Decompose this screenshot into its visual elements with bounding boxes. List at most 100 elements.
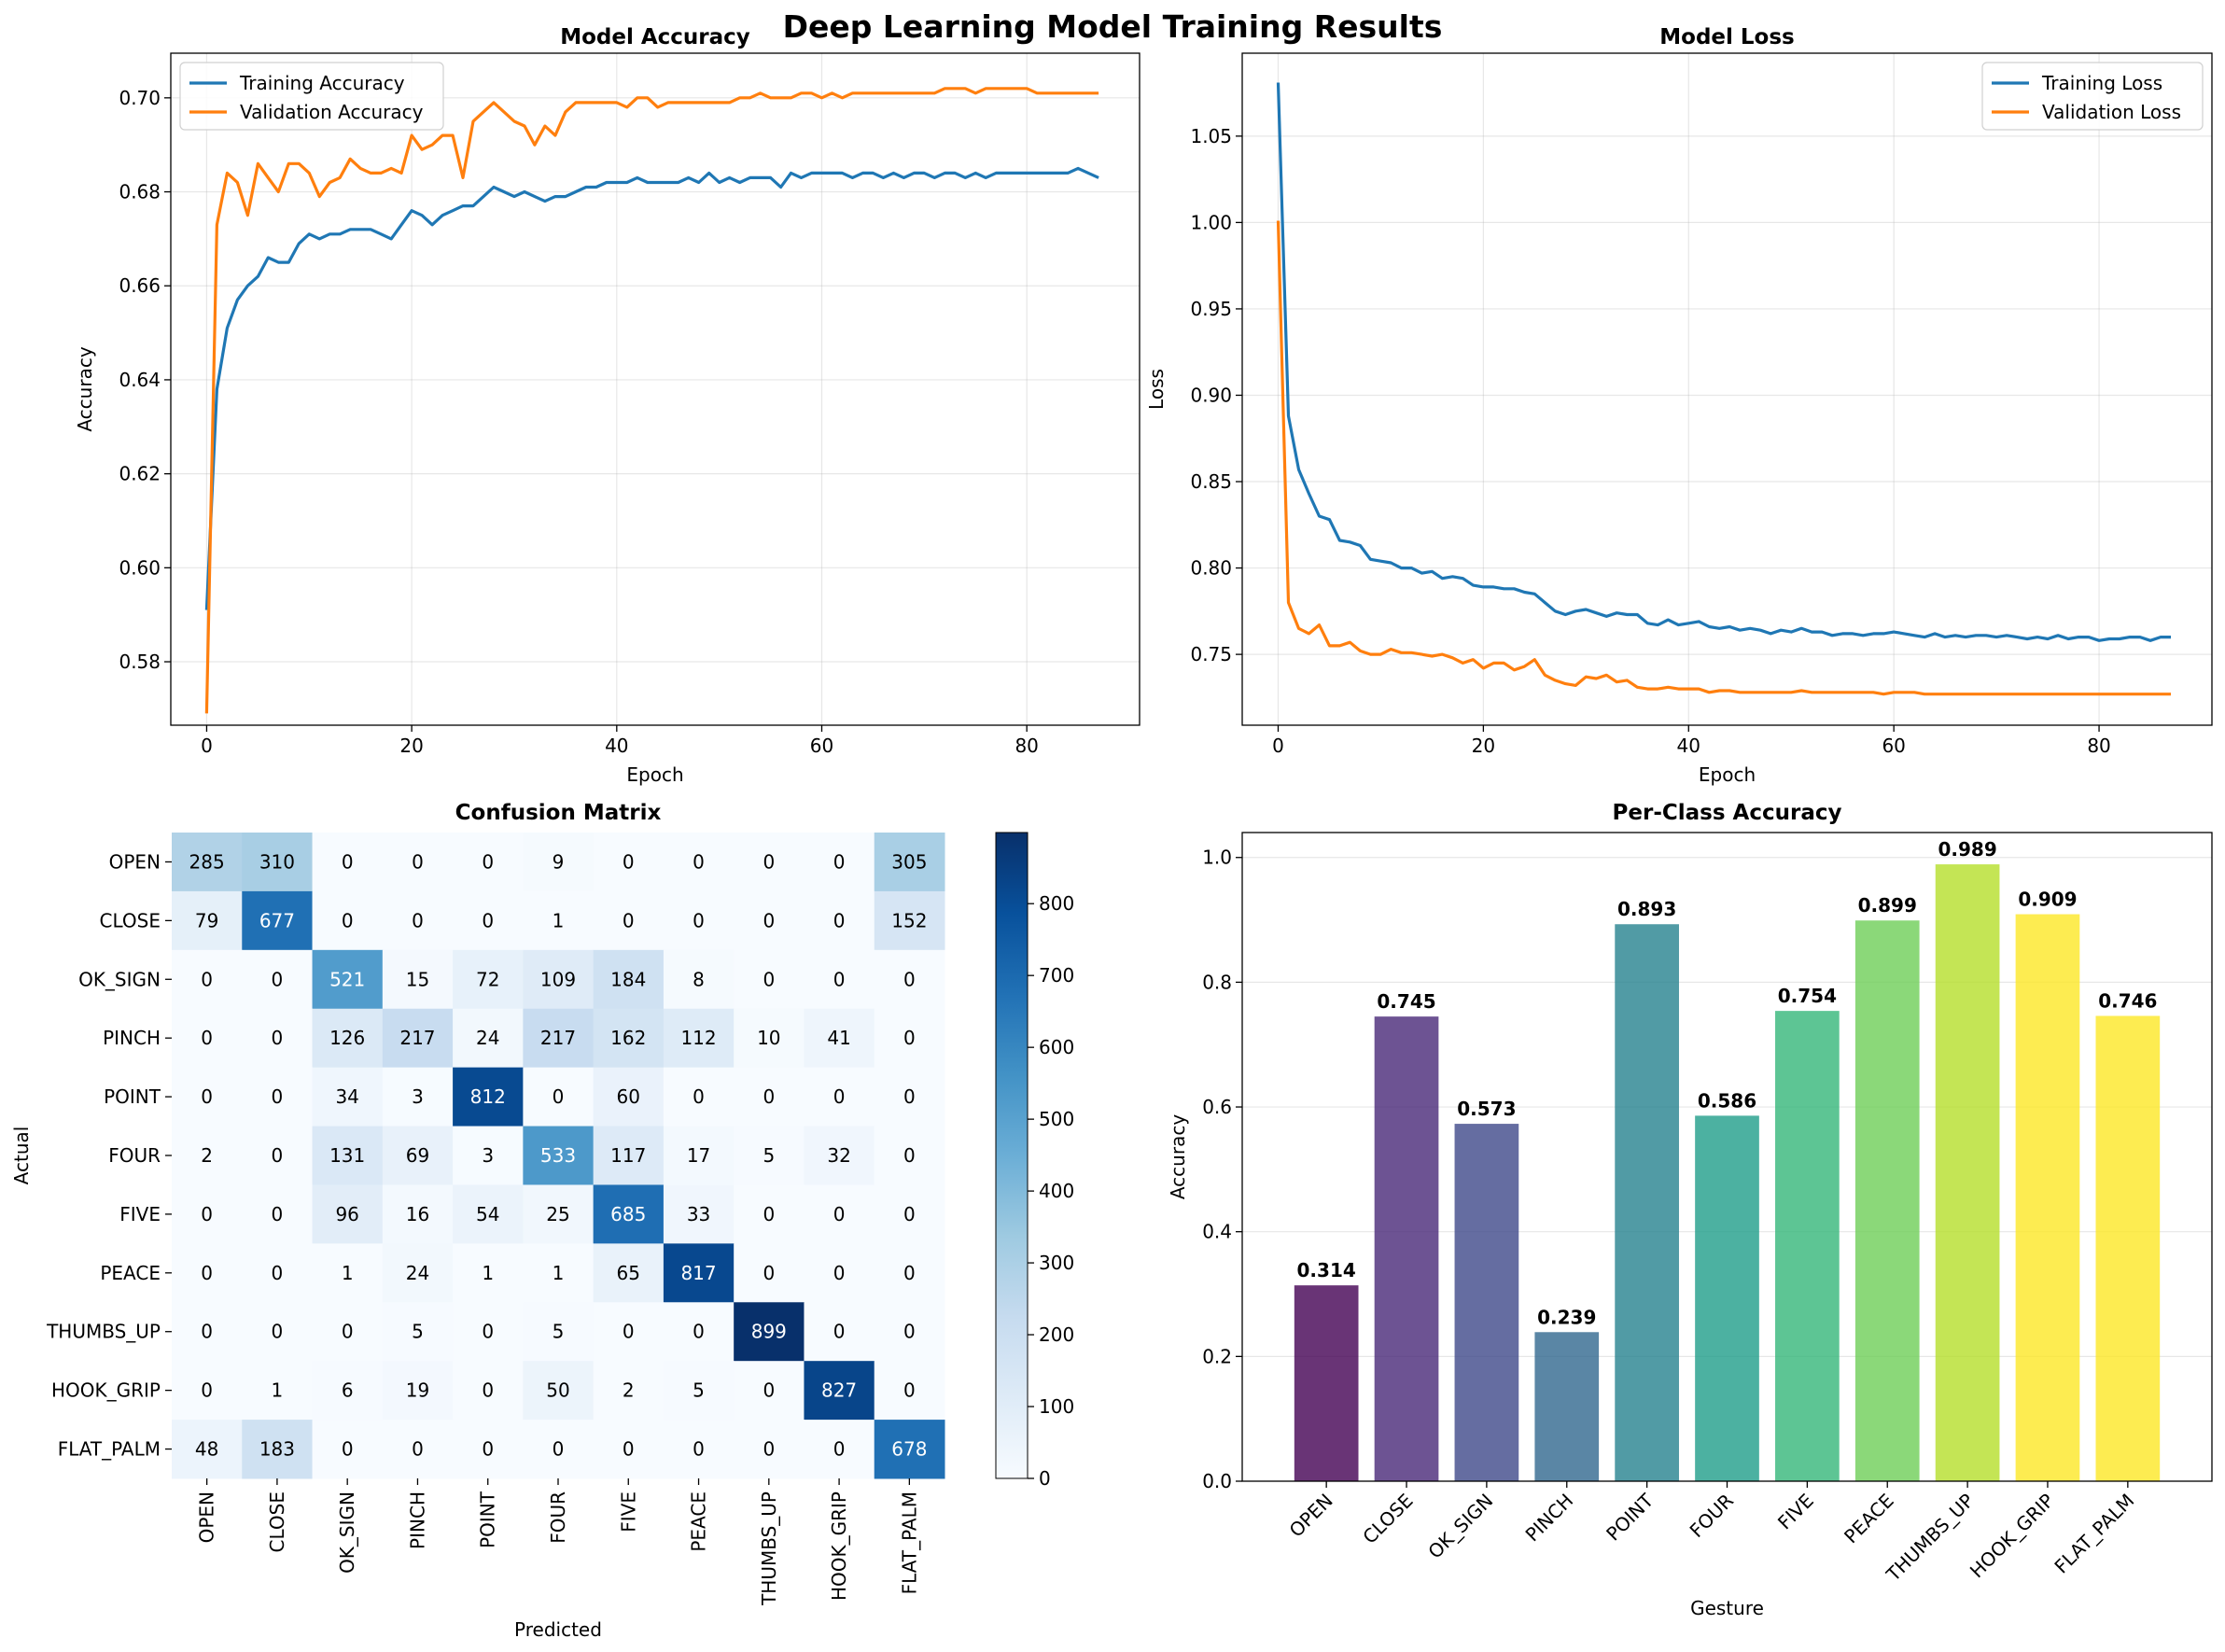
heatmap-cell bbox=[382, 890, 454, 951]
heatmap-cell bbox=[874, 1302, 945, 1362]
cell-value: 60 bbox=[617, 1085, 640, 1108]
cell-value: 0 bbox=[201, 1379, 213, 1402]
x-tick-label: FOUR bbox=[547, 1491, 569, 1544]
cell-value: 0 bbox=[903, 1144, 916, 1167]
cell-value: 0 bbox=[903, 1203, 916, 1225]
heatmap-cell bbox=[242, 1243, 314, 1303]
cell-value: 2 bbox=[201, 1144, 213, 1167]
chart-title: Per-Class Accuracy bbox=[1613, 801, 1842, 825]
cell-value: 0 bbox=[833, 1321, 846, 1343]
heatmap-cell bbox=[312, 1302, 384, 1362]
heatmap-cell bbox=[312, 1184, 384, 1244]
heatmap-cell bbox=[242, 890, 314, 951]
heatmap-cell bbox=[312, 1008, 384, 1069]
cell-value: 0 bbox=[482, 909, 494, 931]
heatmap-cell bbox=[382, 949, 454, 1010]
cell-value: 19 bbox=[406, 1379, 429, 1402]
heatmap-cell bbox=[874, 1243, 945, 1303]
cell-value: 0 bbox=[412, 909, 424, 931]
heatmap-cell bbox=[382, 833, 454, 892]
heatmap-cell bbox=[874, 890, 945, 951]
heatmap-cell bbox=[593, 1243, 665, 1303]
x-tick-label: PEACE bbox=[1840, 1490, 1898, 1548]
y-tick-label: 0.68 bbox=[119, 181, 161, 203]
heatmap-cell bbox=[382, 1126, 454, 1185]
colorbar-tick-label: 300 bbox=[1039, 1252, 1074, 1274]
bar-flat_palm bbox=[2095, 1015, 2161, 1481]
heatmap-cell bbox=[804, 1184, 875, 1244]
heatmap-cell bbox=[874, 1067, 945, 1127]
cell-value: 1 bbox=[342, 1262, 354, 1284]
cell-value: 217 bbox=[540, 1027, 576, 1049]
cell-value: 0 bbox=[693, 1438, 705, 1461]
cell-value: 0 bbox=[272, 1027, 284, 1049]
heatmap-cell bbox=[242, 1302, 314, 1362]
heatmap-cell bbox=[874, 1126, 945, 1185]
heatmap-cell bbox=[663, 1184, 735, 1244]
cell-value: 0 bbox=[763, 1379, 775, 1402]
cell-value: 0 bbox=[903, 1379, 916, 1402]
heatmap-cell bbox=[734, 1243, 805, 1303]
heatmap-cell bbox=[523, 1243, 595, 1303]
heatmap-cell bbox=[593, 1008, 665, 1069]
y-tick-label: 0.2 bbox=[1202, 1345, 1232, 1367]
cell-value: 24 bbox=[406, 1262, 429, 1284]
x-tick-label: 0 bbox=[201, 735, 213, 757]
y-tick-label: 0.6 bbox=[1202, 1096, 1232, 1118]
heatmap-cell bbox=[593, 1302, 665, 1362]
y-tick-label: FLAT_PALM bbox=[58, 1438, 161, 1461]
cell-value: 0 bbox=[272, 1262, 284, 1284]
cell-value: 0 bbox=[903, 1321, 916, 1343]
heatmap-cell bbox=[734, 1008, 805, 1069]
heatmap-cell bbox=[804, 1243, 875, 1303]
x-tick-label: 20 bbox=[1472, 735, 1495, 757]
heatmap-cell bbox=[523, 1126, 595, 1185]
x-tick-label: THUMBS_UP bbox=[758, 1491, 780, 1606]
bar-value-label: 0.573 bbox=[1457, 1098, 1516, 1120]
heatmap-cell bbox=[382, 1184, 454, 1244]
x-tick-label: POINT bbox=[1602, 1489, 1658, 1546]
heatmap-cell bbox=[874, 1184, 945, 1244]
heatmap-cell bbox=[804, 1302, 875, 1362]
y-tick-label: FOUR bbox=[108, 1144, 161, 1167]
heatmap-cell bbox=[523, 1008, 595, 1069]
heatmap-cell bbox=[312, 1243, 384, 1303]
x-tick-label: 40 bbox=[605, 735, 628, 757]
heatmap-cell bbox=[663, 1420, 735, 1479]
bar-value-label: 0.314 bbox=[1297, 1259, 1356, 1281]
legend-label-1: Validation Accuracy bbox=[240, 101, 424, 123]
heatmap-cell bbox=[804, 1008, 875, 1069]
cell-value: 812 bbox=[470, 1085, 506, 1108]
cell-value: 5 bbox=[553, 1321, 565, 1343]
cell-value: 162 bbox=[610, 1027, 646, 1049]
cell-value: 0 bbox=[903, 1085, 916, 1108]
y-tick-label: CLOSE bbox=[100, 909, 161, 931]
heatmap-cell bbox=[804, 833, 875, 892]
cell-value: 0 bbox=[201, 1085, 213, 1108]
y-tick-label: OPEN bbox=[109, 850, 161, 873]
series-line-0 bbox=[1276, 82, 2171, 642]
cell-value: 678 bbox=[891, 1438, 927, 1461]
cell-value: 310 bbox=[259, 850, 295, 873]
x-tick-label: PINCH bbox=[1521, 1490, 1578, 1547]
cell-value: 3 bbox=[412, 1085, 424, 1108]
y-tick-label: 0.62 bbox=[119, 463, 161, 485]
y-tick-label: 0.90 bbox=[1190, 384, 1232, 406]
cell-value: 0 bbox=[412, 1438, 424, 1461]
heatmap-cell bbox=[663, 890, 735, 951]
x-tick-label: PINCH bbox=[406, 1491, 428, 1549]
cell-value: 0 bbox=[482, 1379, 494, 1402]
cell-value: 0 bbox=[833, 1262, 846, 1284]
bar-value-label: 0.746 bbox=[2098, 989, 2157, 1012]
cell-value: 131 bbox=[329, 1144, 365, 1167]
heatmap-cell bbox=[523, 1184, 595, 1244]
bar-value-label: 0.899 bbox=[1858, 894, 1917, 917]
x-tick-label: CLOSE bbox=[1358, 1490, 1417, 1548]
cell-value: 0 bbox=[201, 1203, 213, 1225]
x-tick-label: 40 bbox=[1677, 735, 1700, 757]
heatmap-cell bbox=[312, 1361, 384, 1421]
heatmap-cell bbox=[804, 1361, 875, 1421]
cell-value: 33 bbox=[687, 1203, 710, 1225]
cell-value: 685 bbox=[610, 1203, 646, 1225]
